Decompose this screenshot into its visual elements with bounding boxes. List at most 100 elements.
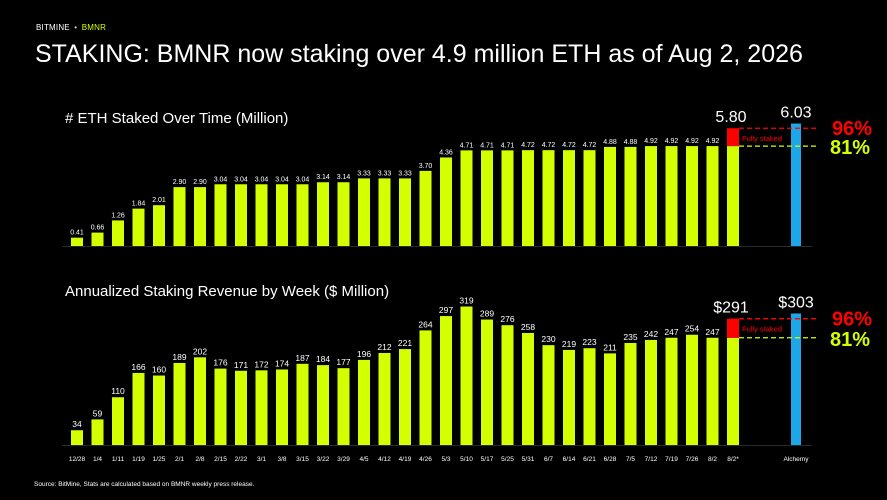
revenue-bar xyxy=(112,397,124,445)
eth-staked-data-label: 4.92 xyxy=(706,138,720,145)
revenue-data-label: 289 xyxy=(480,309,494,319)
revenue-bar xyxy=(317,365,329,445)
x-tick-label: 5/17 xyxy=(481,456,494,463)
eth-staked-data-label: 3.14 xyxy=(316,174,330,181)
revenue-data-label: 223 xyxy=(582,337,596,347)
eth-staked-bar xyxy=(317,182,329,246)
revenue-data-label: 166 xyxy=(131,362,145,372)
revenue-bar xyxy=(276,369,288,445)
revenue-bar xyxy=(378,352,391,445)
x-tick-label: 3/8 xyxy=(277,456,286,463)
eth-staked-data-label: 1.84 xyxy=(132,201,146,208)
eth-staked-data-label: 3.04 xyxy=(275,176,289,183)
eth-staked-bar xyxy=(440,157,452,246)
eth-staked-data-label: 0.41 xyxy=(70,230,84,237)
source-note: Source: BitMine, Stats are calculated ba… xyxy=(34,481,255,488)
revenue-bar xyxy=(563,349,575,445)
revenue-bar xyxy=(71,430,83,445)
eth-staked-bar xyxy=(194,187,206,246)
eth-staked-bar xyxy=(276,184,288,246)
eth-staked-bar xyxy=(522,150,534,246)
eth-staked-data-label: 2.90 xyxy=(193,179,207,186)
eth-staked-data-label: 3.33 xyxy=(357,170,371,177)
eth-staked-data-label: 3.04 xyxy=(214,176,228,183)
revenue-data-label: 254 xyxy=(685,324,699,334)
revenue-bar xyxy=(665,337,678,445)
eth-staked-data-label: 4.92 xyxy=(685,138,699,145)
x-tick-label: 1/11 xyxy=(112,456,125,463)
revenue-bar xyxy=(214,368,227,445)
x-tick-label: 5/31 xyxy=(522,456,535,463)
revenue-bar xyxy=(522,332,534,445)
revenue-data-label: 221 xyxy=(398,338,412,348)
eth-staked-data-label: 2.01 xyxy=(152,197,166,204)
revenue-data-label: 247 xyxy=(664,327,678,337)
eth-staked-data-label: 1.26 xyxy=(111,212,125,219)
brand-header: BITMINE • BMNR xyxy=(36,23,106,32)
eth-staked-data-label: 4.88 xyxy=(603,139,617,146)
revenue-data-label: 187 xyxy=(295,353,309,363)
x-tick-label: 4/19 xyxy=(399,456,412,463)
revenue-data-label: 34 xyxy=(72,419,82,429)
eth-staked-pct-high: 96% xyxy=(832,118,872,140)
eth-staked-bar xyxy=(214,184,227,246)
revenue-data-label: 110 xyxy=(111,386,125,396)
eth-staked-bar xyxy=(665,146,678,246)
eth-staked-bar xyxy=(173,187,186,246)
revenue-data-label: 235 xyxy=(623,332,637,342)
eth-staked-alchemy-value: 6.03 xyxy=(780,105,811,122)
revenue-data-label: 211 xyxy=(603,342,617,352)
eth-staked-bar xyxy=(727,146,739,246)
x-tick-label: 6/28 xyxy=(604,456,617,463)
revenue-data-label: 242 xyxy=(644,329,658,339)
eth-staked-fully-staked-value: 5.80 xyxy=(715,109,746,126)
x-tick-label: 2/8 xyxy=(195,456,204,463)
eth-staked-bar xyxy=(583,150,596,246)
eth-staked-bar xyxy=(153,205,165,246)
eth-staked-data-label: 3.70 xyxy=(419,163,433,170)
eth-staked-bar xyxy=(235,184,247,246)
x-tick-label: 5/3 xyxy=(441,456,450,463)
x-tick-label: 3/15 xyxy=(296,456,309,463)
revenue-data-label: 189 xyxy=(172,352,186,362)
eth-staked-bar xyxy=(563,150,575,246)
x-tick-label: 8/2* xyxy=(727,456,739,463)
revenue-bar xyxy=(645,339,657,445)
eth-staked-bar xyxy=(645,146,657,246)
eth-staked-bar xyxy=(91,232,104,246)
eth-staked-bar xyxy=(542,150,555,246)
eth-staked-data-label: 4.92 xyxy=(644,138,658,145)
eth-staked-data-label: 3.33 xyxy=(398,170,412,177)
eth-staked-data-label: 3.04 xyxy=(296,176,310,183)
eth-staked-pct-low: 81% xyxy=(830,137,870,159)
eth-staked-data-label: 2.90 xyxy=(173,179,187,186)
eth-staked-data-label: 4.88 xyxy=(624,139,638,146)
eth-staked-fully-staked-text: Fully staked xyxy=(742,134,782,143)
revenue-bar xyxy=(296,363,309,445)
revenue-data-label: 172 xyxy=(254,359,268,369)
eth-staked-data-label: 4.71 xyxy=(460,142,474,149)
revenue-bar xyxy=(337,368,350,445)
eth-staked-bar xyxy=(706,146,719,246)
x-tick-label: 2/22 xyxy=(235,456,248,463)
revenue-bar xyxy=(358,359,370,445)
x-tick-label: 4/26 xyxy=(419,456,432,463)
eth-staked-data-label: 4.36 xyxy=(439,149,453,156)
x-tick-label: 1/4 xyxy=(93,456,102,463)
revenue-data-label: 171 xyxy=(234,360,248,370)
x-tick-label: 7/26 xyxy=(686,456,699,463)
brand-ticker: BMNR xyxy=(81,23,107,32)
x-tick-label: 7/12 xyxy=(645,456,658,463)
eth-staked-data-label: 4.72 xyxy=(542,142,556,149)
eth-staked-data-label: 3.14 xyxy=(337,174,351,181)
revenue-bar xyxy=(399,349,411,445)
x-tick-label: 2/1 xyxy=(175,456,184,463)
x-tick-label-alchemy: Alchemy xyxy=(784,456,810,463)
eth-staked-bar xyxy=(460,150,473,246)
eth-staked-data-label: 3.04 xyxy=(234,176,248,183)
revenue-bar xyxy=(153,375,165,445)
revenue-bar xyxy=(481,319,493,445)
x-tick-label: 3/29 xyxy=(337,456,350,463)
revenue-data-label: 264 xyxy=(418,319,432,329)
x-tick-label: 1/25 xyxy=(153,456,166,463)
